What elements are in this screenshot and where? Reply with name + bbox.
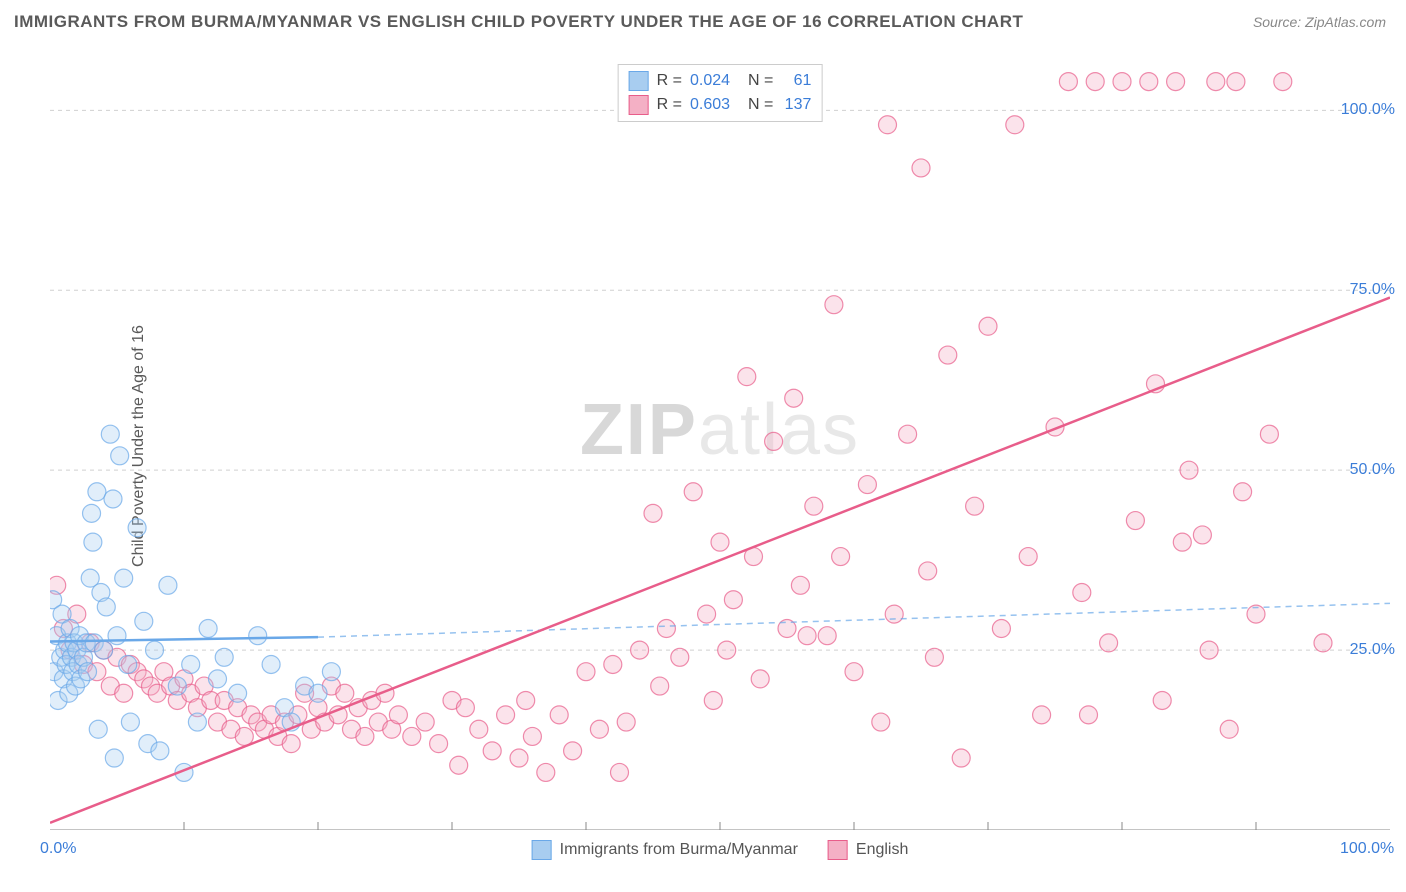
- correlation-legend: R = 0.024 N = 61 R = 0.603 N = 137: [618, 64, 823, 122]
- legend-n-value-english: 137: [781, 96, 811, 114]
- legend-item-burma: Immigrants from Burma/Myanmar: [532, 840, 798, 860]
- legend-row-english: R = 0.603 N = 137: [629, 93, 812, 117]
- y-tick-label: 100.0%: [1341, 101, 1395, 119]
- legend-label-english: English: [856, 841, 908, 859]
- scatter-plot: [50, 60, 1390, 830]
- legend-swatch-burma-icon: [532, 840, 552, 860]
- legend-r-label: R =: [657, 72, 682, 90]
- legend-r-value-burma: 0.024: [690, 72, 730, 90]
- chart-area: ZIPatlas R = 0.024 N = 61 R = 0.603 N = …: [50, 60, 1390, 830]
- legend-item-english: English: [828, 840, 908, 860]
- legend-swatch-burma: [629, 71, 649, 91]
- legend-r-value-english: 0.603: [690, 96, 730, 114]
- y-tick-label: 75.0%: [1350, 281, 1395, 299]
- series-legend: Immigrants from Burma/Myanmar English: [532, 840, 909, 860]
- source-attribution: Source: ZipAtlas.com: [1253, 14, 1386, 30]
- x-tick-label: 100.0%: [1340, 840, 1394, 858]
- y-tick-label: 50.0%: [1350, 461, 1395, 479]
- legend-n-label: N =: [748, 72, 773, 90]
- legend-label-burma: Immigrants from Burma/Myanmar: [560, 841, 798, 859]
- x-tick-label: 0.0%: [40, 840, 76, 858]
- legend-swatch-english: [629, 95, 649, 115]
- legend-row-burma: R = 0.024 N = 61: [629, 69, 812, 93]
- legend-n-value-burma: 61: [781, 72, 811, 90]
- y-tick-label: 25.0%: [1350, 641, 1395, 659]
- legend-swatch-english-icon: [828, 840, 848, 860]
- chart-title: IMMIGRANTS FROM BURMA/MYANMAR VS ENGLISH…: [14, 12, 1023, 32]
- legend-r-label: R =: [657, 96, 682, 114]
- legend-n-label: N =: [748, 96, 773, 114]
